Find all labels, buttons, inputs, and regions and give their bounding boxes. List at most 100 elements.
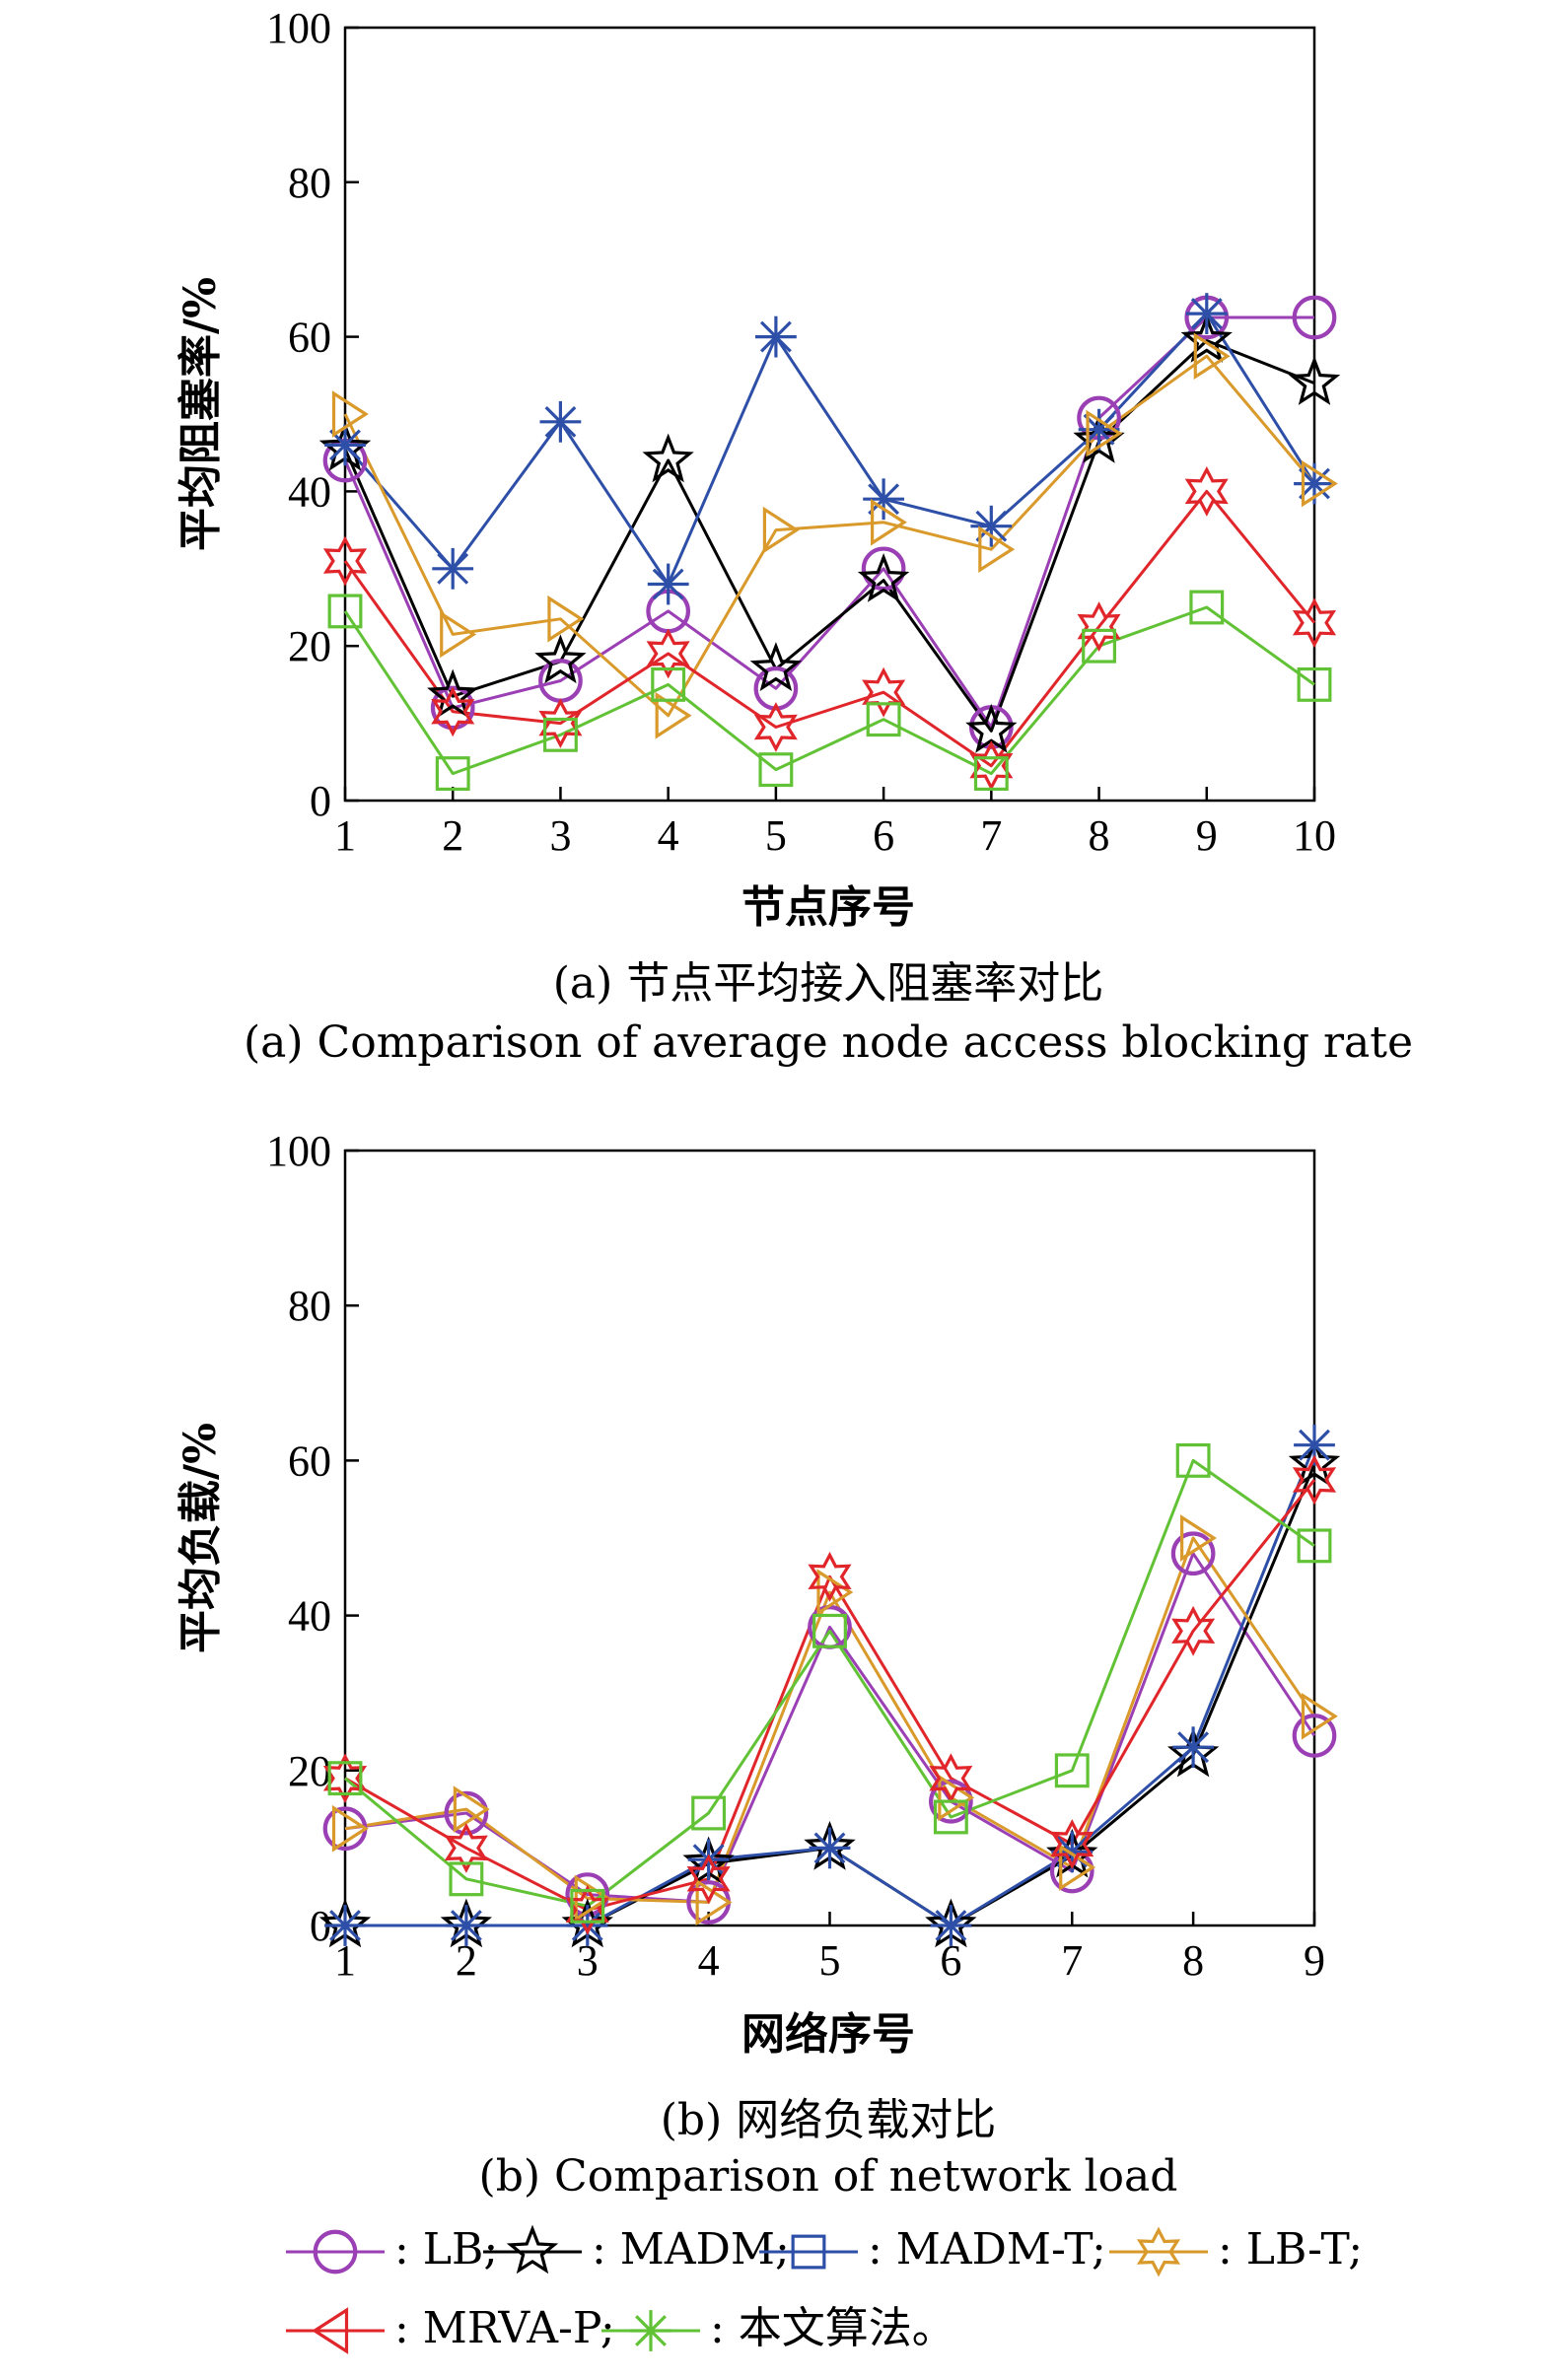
data-point-proposed bbox=[866, 702, 901, 737]
series-line-madm-t bbox=[343, 312, 1316, 586]
y-tick-label: 80 bbox=[288, 1282, 331, 1330]
legend-marker bbox=[312, 2307, 349, 2354]
data-point-mrva-p bbox=[1171, 1605, 1216, 1656]
series-line-lb-t bbox=[344, 1536, 1316, 1904]
legend-item: : LB; bbox=[286, 2224, 498, 2275]
data-point-madm bbox=[1073, 413, 1125, 463]
data-point-lb bbox=[929, 1779, 973, 1824]
data-point-proposed bbox=[543, 717, 578, 752]
data-point-proposed bbox=[1297, 1528, 1332, 1564]
data-point-madm bbox=[857, 553, 910, 602]
x-tick-label: 7 bbox=[1061, 1936, 1083, 1985]
data-point-proposed bbox=[651, 666, 686, 702]
data-point-proposed bbox=[691, 1795, 727, 1831]
legend: : LB;: MADM;: MADM-T;: LB-T;: MRVA-P;: 本… bbox=[286, 2224, 1363, 2354]
x-tick-label: 9 bbox=[1196, 811, 1218, 860]
data-point-lb bbox=[1292, 1714, 1337, 1758]
legend-label: : MRVA-P; bbox=[394, 2303, 615, 2353]
chart-a-blocking-rate: 0 20 40 60 80 100 1 2 3 4 5 6 7 8 9 10 节点序号 平均阻塞率/% (a)… bbox=[176, 4, 1413, 1068]
data-point-proposed bbox=[1175, 1442, 1211, 1478]
data-point-lb bbox=[444, 1790, 489, 1836]
data-point-lb-t bbox=[440, 610, 477, 659]
data-point-madm-t bbox=[647, 563, 689, 605]
legend-item: : MRVA-P; bbox=[286, 2303, 615, 2354]
data-point-proposed bbox=[758, 752, 794, 788]
x-tick-label: 10 bbox=[1293, 811, 1336, 860]
data-point-proposed bbox=[327, 594, 363, 629]
y-tick-label: 100 bbox=[266, 4, 331, 52]
data-point-lb-t bbox=[938, 1774, 975, 1822]
data-point-mrva-p bbox=[565, 1884, 609, 1935]
x-tick-label: 8 bbox=[1182, 1936, 1204, 1985]
y-tick-label: 100 bbox=[266, 1127, 331, 1175]
data-point-madm-t bbox=[539, 400, 582, 443]
chart-a-caption-cn: (a) 节点平均接入阻塞率对比 bbox=[553, 958, 1104, 1009]
chart-b-x-axis-title: 网络序号 bbox=[741, 2009, 915, 2060]
data-point-madm bbox=[1288, 1436, 1341, 1487]
x-tick-label: 5 bbox=[765, 811, 787, 860]
data-point-mrva-p bbox=[862, 666, 906, 718]
chart-b-network-load: 0 20 40 60 80 100 1 2 3 4 5 6 7 8 9 网络序号 平均负载/% (b) 网络… bbox=[176, 1127, 1341, 2202]
series-line-proposed bbox=[344, 1458, 1315, 1908]
data-point-proposed bbox=[1189, 590, 1225, 625]
legend-marker bbox=[1136, 2226, 1181, 2277]
chart-b-series bbox=[318, 1424, 1341, 1948]
x-tick-label: 8 bbox=[1089, 811, 1110, 860]
chart-a-y-axis-title: 平均阻塞率/% bbox=[176, 277, 226, 551]
data-point-proposed bbox=[449, 1861, 484, 1897]
data-point-mrva-p bbox=[969, 740, 1014, 792]
data-point-lb-t bbox=[978, 525, 1016, 574]
legend-label: : LB; bbox=[394, 2224, 498, 2275]
data-point-mrva-p bbox=[808, 1551, 852, 1602]
series-line-mrva-p bbox=[344, 1479, 1316, 1912]
data-point-madm-t bbox=[970, 505, 1013, 547]
data-point-mrva-p bbox=[322, 1753, 368, 1804]
data-point-madm-t bbox=[324, 1905, 366, 1946]
y-tick-label: 20 bbox=[288, 1747, 331, 1795]
data-point-mrva-p bbox=[753, 702, 798, 752]
data-point-madm bbox=[534, 634, 587, 684]
y-tick-label: 60 bbox=[288, 1436, 331, 1485]
x-tick-label: 3 bbox=[577, 1936, 599, 1985]
data-point-mrva-p bbox=[1292, 1454, 1337, 1505]
chart-a-series bbox=[318, 293, 1341, 792]
data-point-madm-t bbox=[324, 424, 366, 466]
series-line-proposed bbox=[343, 605, 1315, 776]
x-tick-label: 6 bbox=[873, 811, 894, 860]
data-point-proposed bbox=[1054, 1753, 1090, 1788]
x-tick-label: 9 bbox=[1304, 1936, 1325, 1985]
data-point-proposed bbox=[812, 1613, 847, 1648]
legend-marker bbox=[630, 2310, 671, 2351]
data-point-madm bbox=[1288, 356, 1341, 405]
x-tick-label: 2 bbox=[456, 1936, 477, 1985]
x-tick-label: 4 bbox=[658, 811, 679, 860]
data-point-lb-t bbox=[453, 1785, 490, 1833]
data-point-lb-t bbox=[1086, 409, 1123, 457]
data-point-lb-t bbox=[547, 595, 585, 643]
legend-label: : MADM; bbox=[592, 2224, 790, 2275]
x-tick-label: 1 bbox=[334, 811, 356, 860]
data-point-lb-t bbox=[762, 506, 800, 554]
legend-marker bbox=[313, 2229, 358, 2275]
legend-label: : 本文算法。 bbox=[710, 2303, 955, 2353]
data-point-madm-t bbox=[930, 1905, 972, 1946]
y-tick-label: 80 bbox=[288, 159, 331, 207]
data-point-mrva-p bbox=[322, 535, 368, 587]
data-point-mrva-p bbox=[686, 1854, 731, 1905]
legend-marker bbox=[791, 2234, 826, 2270]
chart-b-caption-en: (b) Comparison of network load bbox=[479, 2151, 1178, 2202]
series-line-lb-t bbox=[343, 354, 1316, 718]
y-tick-label: 0 bbox=[310, 1902, 331, 1950]
data-point-madm bbox=[427, 668, 479, 719]
legend-item: : MADM; bbox=[483, 2224, 790, 2275]
data-point-proposed bbox=[933, 1799, 968, 1835]
data-point-lb-t bbox=[871, 498, 907, 546]
data-point-madm-t bbox=[432, 547, 474, 590]
legend-label: : LB-T; bbox=[1218, 2224, 1363, 2275]
y-tick-label: 40 bbox=[288, 1592, 331, 1641]
data-point-lb-t bbox=[655, 691, 692, 739]
data-point-lb-t bbox=[1193, 332, 1231, 381]
data-point-proposed bbox=[1082, 628, 1116, 664]
series-line-lb bbox=[343, 315, 1314, 729]
